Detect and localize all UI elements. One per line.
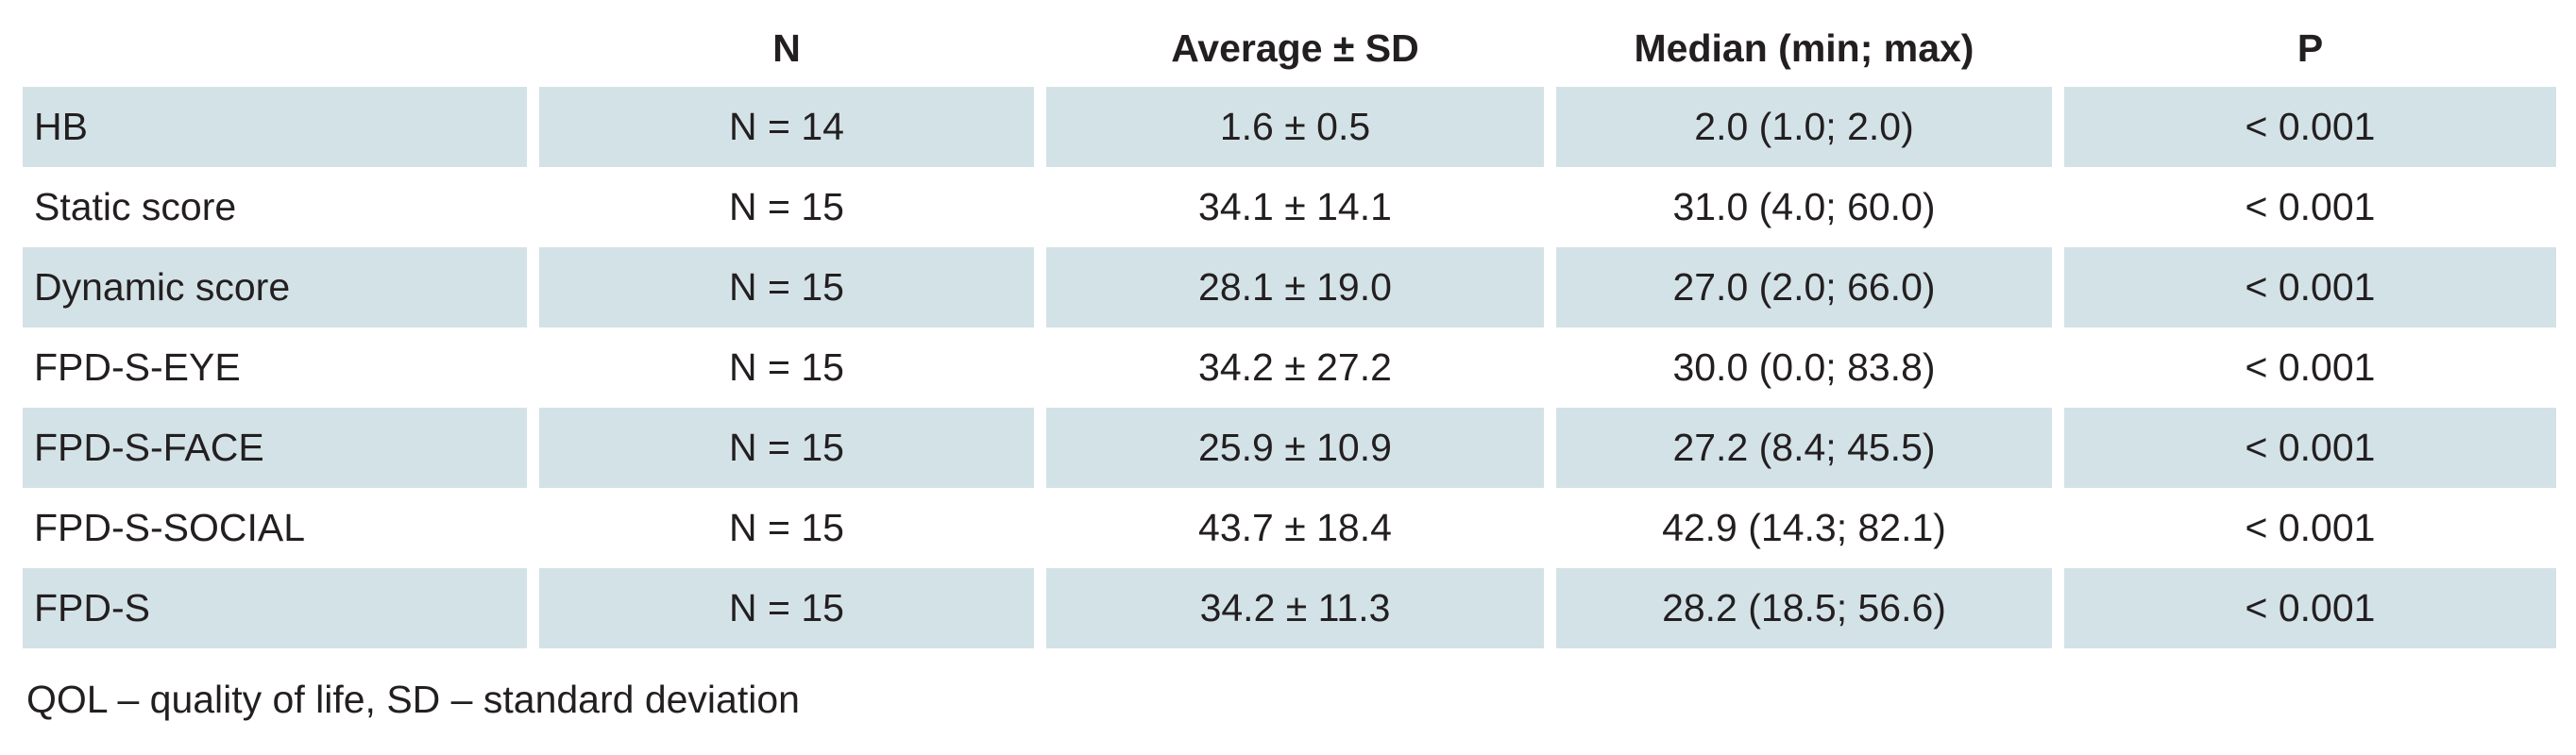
table-row: Dynamic score N = 15 28.1 ± 19.0 27.0 (2… xyxy=(23,247,2556,327)
cell-median: 27.0 (2.0; 66.0) xyxy=(1556,247,2052,327)
cell-median: 31.0 (4.0; 60.0) xyxy=(1556,167,2052,247)
cell-n: N = 15 xyxy=(539,488,1034,568)
row-label: FPD-S-FACE xyxy=(23,408,527,488)
cell-average-sd: 34.2 ± 27.2 xyxy=(1046,327,1544,408)
row-label: HB xyxy=(23,87,527,167)
cell-median: 30.0 (0.0; 83.8) xyxy=(1556,327,2052,408)
cell-n: N = 15 xyxy=(539,408,1034,488)
cell-average-sd: 34.2 ± 11.3 xyxy=(1046,568,1544,648)
row-label: FPD-S-EYE xyxy=(23,327,527,408)
row-label: Static score xyxy=(23,167,527,247)
results-table: N Average ± SD Median (min; max) P HB N … xyxy=(10,9,2568,648)
cell-median: 27.2 (8.4; 45.5) xyxy=(1556,408,2052,488)
cell-median: 28.2 (18.5; 56.6) xyxy=(1556,568,2052,648)
cell-average-sd: 1.6 ± 0.5 xyxy=(1046,87,1544,167)
header-average-sd: Average ± SD xyxy=(1046,9,1544,87)
row-label: FPD-S xyxy=(23,568,527,648)
cell-median: 2.0 (1.0; 2.0) xyxy=(1556,87,2052,167)
table-header-row: N Average ± SD Median (min; max) P xyxy=(23,9,2556,87)
table-row: FPD-S-EYE N = 15 34.2 ± 27.2 30.0 (0.0; … xyxy=(23,327,2556,408)
header-label-column xyxy=(23,9,527,87)
table-row: FPD-S N = 15 34.2 ± 11.3 28.2 (18.5; 56.… xyxy=(23,568,2556,648)
row-label: FPD-S-SOCIAL xyxy=(23,488,527,568)
cell-n: N = 15 xyxy=(539,327,1034,408)
header-median-min-max: Median (min; max) xyxy=(1556,9,2052,87)
cell-median: 42.9 (14.3; 82.1) xyxy=(1556,488,2052,568)
cell-p: < 0.001 xyxy=(2064,488,2556,568)
table-row: FPD-S-FACE N = 15 25.9 ± 10.9 27.2 (8.4;… xyxy=(23,408,2556,488)
cell-n: N = 15 xyxy=(539,167,1034,247)
cell-p: < 0.001 xyxy=(2064,247,2556,327)
table-footnote: QOL – quality of life, SD – standard dev… xyxy=(26,678,800,722)
row-label: Dynamic score xyxy=(23,247,527,327)
cell-average-sd: 28.1 ± 19.0 xyxy=(1046,247,1544,327)
cell-p: < 0.001 xyxy=(2064,327,2556,408)
cell-average-sd: 43.7 ± 18.4 xyxy=(1046,488,1544,568)
cell-p: < 0.001 xyxy=(2064,568,2556,648)
cell-p: < 0.001 xyxy=(2064,167,2556,247)
cell-average-sd: 25.9 ± 10.9 xyxy=(1046,408,1544,488)
cell-n: N = 15 xyxy=(539,247,1034,327)
cell-p: < 0.001 xyxy=(2064,87,2556,167)
table-row: HB N = 14 1.6 ± 0.5 2.0 (1.0; 2.0) < 0.0… xyxy=(23,87,2556,167)
header-n: N xyxy=(539,9,1034,87)
cell-n: N = 14 xyxy=(539,87,1034,167)
cell-p: < 0.001 xyxy=(2064,408,2556,488)
table-row: FPD-S-SOCIAL N = 15 43.7 ± 18.4 42.9 (14… xyxy=(23,488,2556,568)
header-p: P xyxy=(2064,9,2556,87)
table-row: Static score N = 15 34.1 ± 14.1 31.0 (4.… xyxy=(23,167,2556,247)
cell-average-sd: 34.1 ± 14.1 xyxy=(1046,167,1544,247)
cell-n: N = 15 xyxy=(539,568,1034,648)
